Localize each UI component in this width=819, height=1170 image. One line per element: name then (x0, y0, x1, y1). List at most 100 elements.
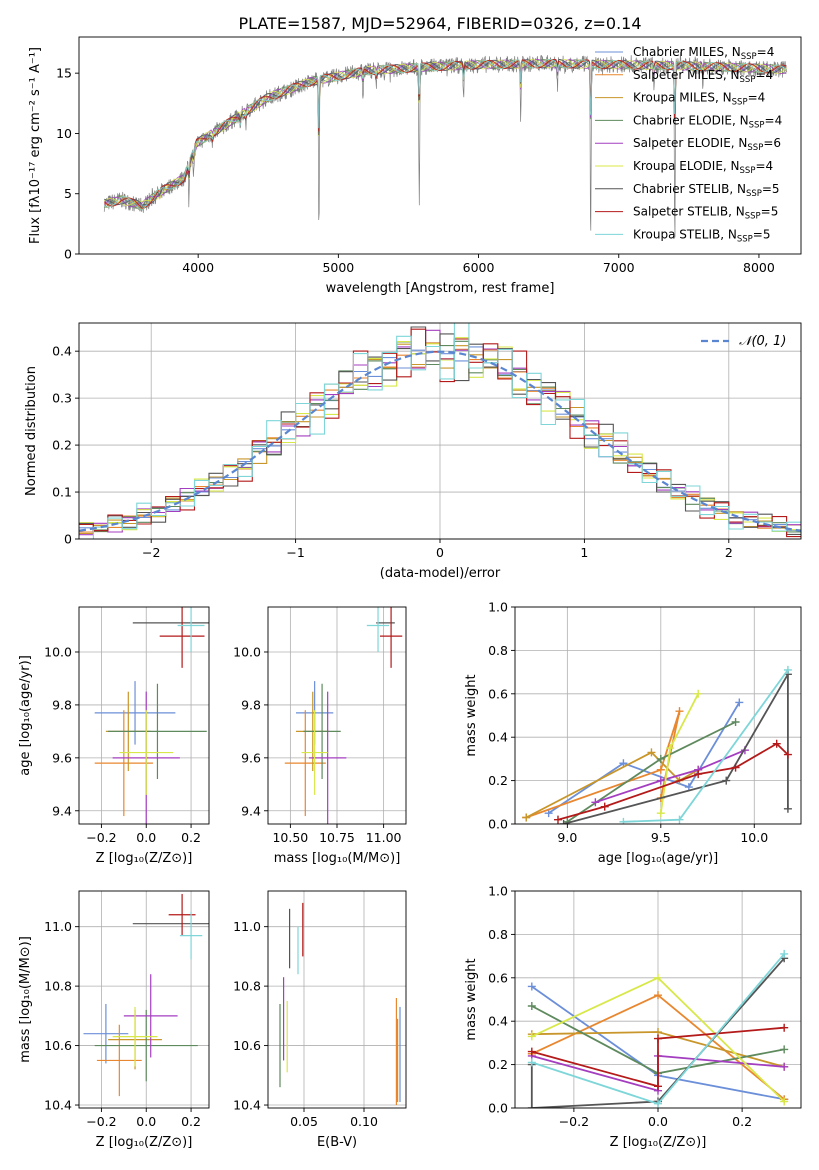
y-axis-label: age [log₁₀(age/yr)] (18, 655, 33, 776)
model-spectrum-line (103, 58, 787, 209)
weight-point-marker (619, 817, 628, 824)
weight-point-marker (654, 1099, 662, 1108)
weight-point-marker (772, 739, 781, 748)
x-tick-label: 9.5 (651, 830, 671, 845)
weight-point-marker (647, 748, 656, 757)
y-tick-label: 0.0 (488, 1101, 508, 1116)
x-tick-label: 10.0 (740, 830, 768, 845)
legend-entry: Chabrier MILES, NSSP=4 (633, 45, 774, 62)
weight-point-marker (654, 1082, 662, 1091)
weight-series-line (531, 1026, 785, 1088)
y-tick-label: 0.2 (488, 1057, 508, 1072)
y-tick-label: 1.0 (488, 600, 508, 615)
y-tick-label: 0.4 (52, 344, 72, 359)
x-tick-label: −2 (142, 545, 160, 560)
weight-point-marker (694, 689, 703, 698)
y-tick-label: 9.4 (241, 803, 261, 818)
x-tick-label: 1 (580, 545, 588, 560)
y-tick-label: 1.0 (488, 884, 508, 899)
legend-entry: 𝒩(0, 1) (739, 334, 786, 349)
axes-frame (78, 890, 210, 1109)
y-tick-label: 0.1 (52, 485, 72, 500)
x-tick-label: −0.2 (86, 1114, 116, 1129)
weight-series-line (595, 749, 746, 804)
y-tick-label: 0.6 (488, 686, 508, 701)
y-tick-label: 10 (56, 126, 72, 141)
figure-title: PLATE=1587, MJD=52964, FIBERID=0326, z=0… (238, 14, 641, 33)
y-tick-label: 0.6 (488, 970, 508, 985)
y-tick-label: 11.0 (44, 919, 72, 934)
model-spectrum-line (104, 59, 787, 206)
weight-point-marker (783, 804, 792, 813)
plot-area-spectrum (103, 51, 788, 238)
weight-point-marker (527, 1002, 536, 1011)
weight-point-marker (654, 973, 662, 982)
y-tick-label: 10.6 (233, 1038, 261, 1053)
y-tick-label: 0.4 (488, 730, 508, 745)
y-tick-label: 10.0 (44, 644, 72, 659)
weight-point-marker (675, 815, 684, 824)
y-tick-label: 0.0 (488, 817, 508, 832)
x-tick-label: 0.10 (350, 1114, 378, 1129)
panel-residuals: −2 −1 0 1 2 0 0.1 0.2 0.3 0.4 (data-model)/error No… (24, 322, 802, 581)
weight-point-marker (675, 707, 684, 716)
x-tick-label: 5000 (322, 260, 354, 275)
y-tick-label: 10.4 (44, 1098, 72, 1113)
weight-point-marker (654, 991, 662, 1000)
weight-series-line (563, 670, 789, 824)
weight-series-line (623, 669, 789, 823)
y-tick-label: 0 (64, 247, 72, 262)
y-tick-label: 10.4 (233, 1098, 261, 1113)
weight-point-marker (656, 754, 665, 763)
weight-point-marker (780, 1062, 789, 1071)
plot-area-age-vs-mass (284, 607, 403, 824)
y-tick-label: 10.0 (233, 644, 261, 659)
legend-entry: Chabrier STELIB, NSSP=5 (633, 182, 780, 199)
weight-point-marker (600, 802, 609, 811)
y-tick-label: 11.0 (233, 919, 261, 934)
x-axis-label: wavelength [Angstrom, rest frame] (326, 281, 555, 296)
weight-point-marker (553, 815, 562, 824)
y-axis-label: Flux [fλ10⁻¹⁷ erg cm⁻² s⁻¹ A⁻¹] (28, 47, 43, 244)
x-tick-label: 0.2 (732, 1114, 752, 1129)
legend-entry: Chabrier ELODIE, NSSP=4 (633, 113, 782, 130)
y-tick-label: 10.8 (44, 979, 72, 994)
x-tick-label: 0.05 (290, 1114, 318, 1129)
x-tick-label: 7000 (603, 260, 635, 275)
plot-area-weight-vs-Z (527, 949, 789, 1108)
plot-area-age-vs-Z (94, 607, 209, 824)
legend-entry: Salpeter STELIB, NSSP=5 (633, 205, 778, 222)
weight-point-marker (522, 813, 531, 822)
x-tick-label: 0.2 (181, 1114, 201, 1129)
x-tick-label: 0.0 (136, 830, 156, 845)
y-tick-label: 9.6 (52, 750, 72, 765)
y-tick-label: 0.3 (52, 391, 72, 406)
weight-point-marker (656, 765, 665, 774)
panel-spectrum: 4000 5000 6000 7000 8000 0 5 10 15 wavelength [An… (28, 36, 802, 296)
y-tick-label: 0 (64, 532, 72, 547)
weight-point-marker (731, 718, 740, 727)
spectrum-legend: Chabrier MILES, NSSP=4 Salpeter MILES, NS… (595, 45, 782, 244)
x-axis-label: Z [log₁₀(Z/Z⊙)] (96, 1135, 193, 1150)
weight-point-marker (656, 776, 665, 785)
normal-reference-curve (79, 350, 801, 532)
legend-entry: Salpeter ELODIE, NSSP=6 (633, 136, 781, 153)
y-axis-label: mass [log₁₀(M/M⊙)] (18, 936, 33, 1063)
weight-series-line (525, 710, 681, 819)
weight-point-marker (783, 665, 792, 674)
plot-area-mass-vs-Z (83, 893, 209, 1097)
panel-mass-vs-Z: −0.2 0.0 0.2 10.4 10.6 10.8 11.0 Z [log₁₀(Z/Z⊙)… (18, 890, 210, 1150)
x-tick-label: −1 (286, 545, 304, 560)
x-tick-label: 2 (725, 545, 733, 560)
y-tick-label: 15 (56, 66, 72, 81)
weight-point-marker (619, 759, 628, 768)
x-tick-label: 0.0 (648, 1114, 668, 1129)
y-tick-label: 9.4 (52, 803, 72, 818)
legend-entry: Salpeter MILES, NSSP=4 (633, 68, 773, 85)
x-tick-label: 6000 (463, 260, 495, 275)
x-tick-label: −0.2 (559, 1114, 589, 1129)
weight-point-marker (527, 982, 536, 991)
weight-series-line (548, 702, 741, 814)
weight-point-marker (591, 798, 600, 807)
